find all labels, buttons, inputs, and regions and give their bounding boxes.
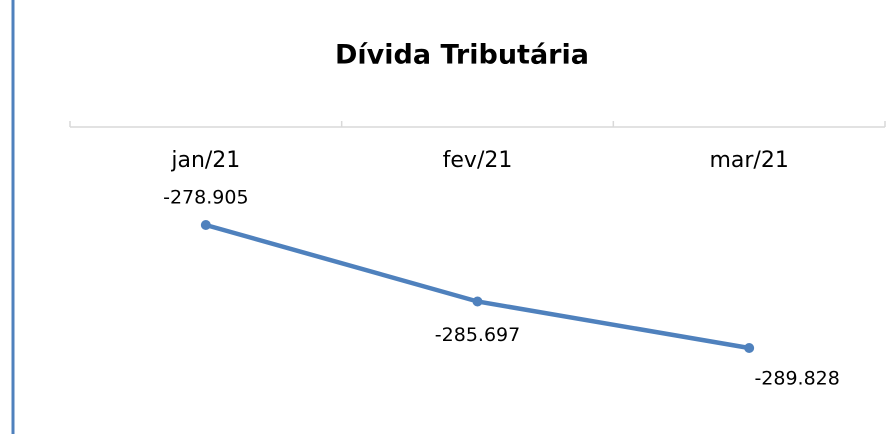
marker	[200, 220, 211, 230]
x-tick-label: fev/21	[443, 148, 513, 173]
x-tick-label: mar/21	[709, 148, 788, 173]
chart-title: Dívida Tributária	[335, 40, 589, 71]
x-tick-label: jan/21	[170, 148, 240, 173]
data-label: -285.697	[435, 324, 520, 346]
marker	[744, 343, 755, 353]
data-label: -289.828	[754, 368, 839, 390]
data-label: -278.905	[163, 187, 248, 209]
marker	[472, 296, 483, 307]
